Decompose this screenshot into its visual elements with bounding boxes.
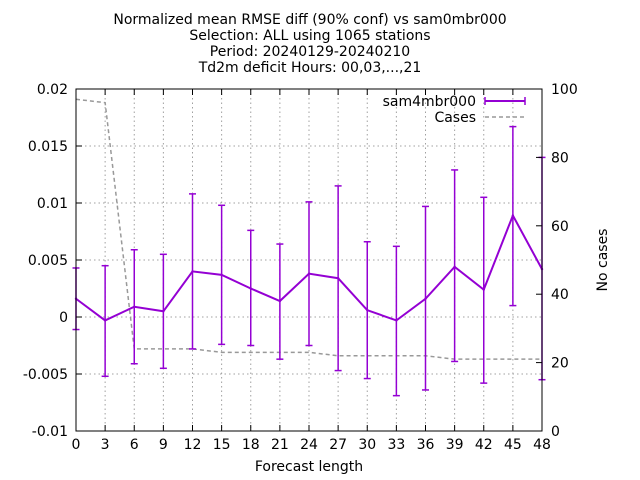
data-point — [366, 308, 369, 312]
data-point — [249, 287, 252, 290]
x-tick-label: 33 — [387, 437, 405, 453]
y-right-tick-label: 20 — [551, 356, 569, 372]
x-tick-label: 6 — [130, 437, 139, 453]
data-point — [191, 270, 194, 273]
tick-labels: 0 3 6 9 12 15 18 21 24 27 30 33 36 39 42 45 48-0.01-0.00… — [23, 82, 578, 453]
y-right-tick-label: 80 — [551, 150, 569, 166]
data-point — [336, 277, 340, 280]
y-left-tick-label: 0.005 — [28, 253, 68, 269]
x-tick-label: 27 — [329, 437, 347, 453]
x-axis-label: Forecast length — [255, 459, 363, 475]
data-point — [162, 310, 165, 313]
x-tick-label: 21 — [271, 437, 289, 453]
x-tick-label: 36 — [417, 437, 435, 453]
legend-label-sam4mbr000: sam4mbr000 — [383, 94, 476, 110]
y-right-tick-label: 60 — [551, 219, 569, 235]
data-point — [278, 299, 282, 303]
x-tick-label: 9 — [159, 437, 168, 453]
y-left-tick-label: -0.005 — [23, 367, 68, 383]
cases-series — [75, 98, 542, 360]
x-tick-label: 39 — [446, 437, 464, 453]
x-tick-label: 45 — [504, 437, 522, 453]
x-tick-label: 48 — [533, 437, 551, 453]
x-tick-label: 42 — [475, 437, 493, 453]
axis-ticks — [75, 88, 543, 432]
x-tick-label: 24 — [300, 437, 318, 453]
y-left-tick-label: -0.01 — [32, 424, 68, 440]
title-line-3: Period: 20240129-20240210 — [210, 44, 410, 60]
y-left-tick-label: 0 — [59, 310, 68, 326]
title-line-4: Td2m deficit Hours: 00,03,...,21 — [198, 60, 422, 76]
data-point — [395, 319, 398, 322]
x-tick-label: 15 — [213, 437, 231, 453]
y-right-axis-label: No cases — [595, 229, 611, 292]
y-right-tick-label: 40 — [551, 287, 569, 303]
data-point — [133, 305, 136, 308]
x-tick-label: 12 — [184, 437, 202, 453]
data-point — [453, 265, 456, 269]
y-left-tick-label: 0.015 — [28, 139, 68, 155]
data-point — [220, 273, 223, 277]
data-point — [511, 214, 515, 217]
y-right-tick-label: 100 — [551, 82, 578, 98]
data-point — [103, 319, 107, 322]
x-tick-label: 18 — [242, 437, 260, 453]
x-tick-label: 3 — [101, 437, 110, 453]
data-point — [424, 297, 427, 300]
x-tick-label: 30 — [358, 437, 376, 453]
data-point — [482, 288, 485, 291]
x-tick-label: 0 — [72, 437, 81, 453]
data-point — [307, 272, 311, 275]
y-right-tick-label: 0 — [551, 424, 560, 440]
y-left-tick-label: 0.01 — [37, 196, 68, 212]
legend-label-cases: Cases — [434, 110, 476, 126]
chart-title: Normalized mean RMSE diff (90% conf) vs … — [113, 12, 506, 76]
title-line-1: Normalized mean RMSE diff (90% conf) vs … — [113, 12, 506, 28]
cases-line — [75, 98, 542, 360]
y-left-tick-label: 0.02 — [37, 82, 68, 98]
title-line-2: Selection: ALL using 1065 stations — [189, 28, 430, 44]
